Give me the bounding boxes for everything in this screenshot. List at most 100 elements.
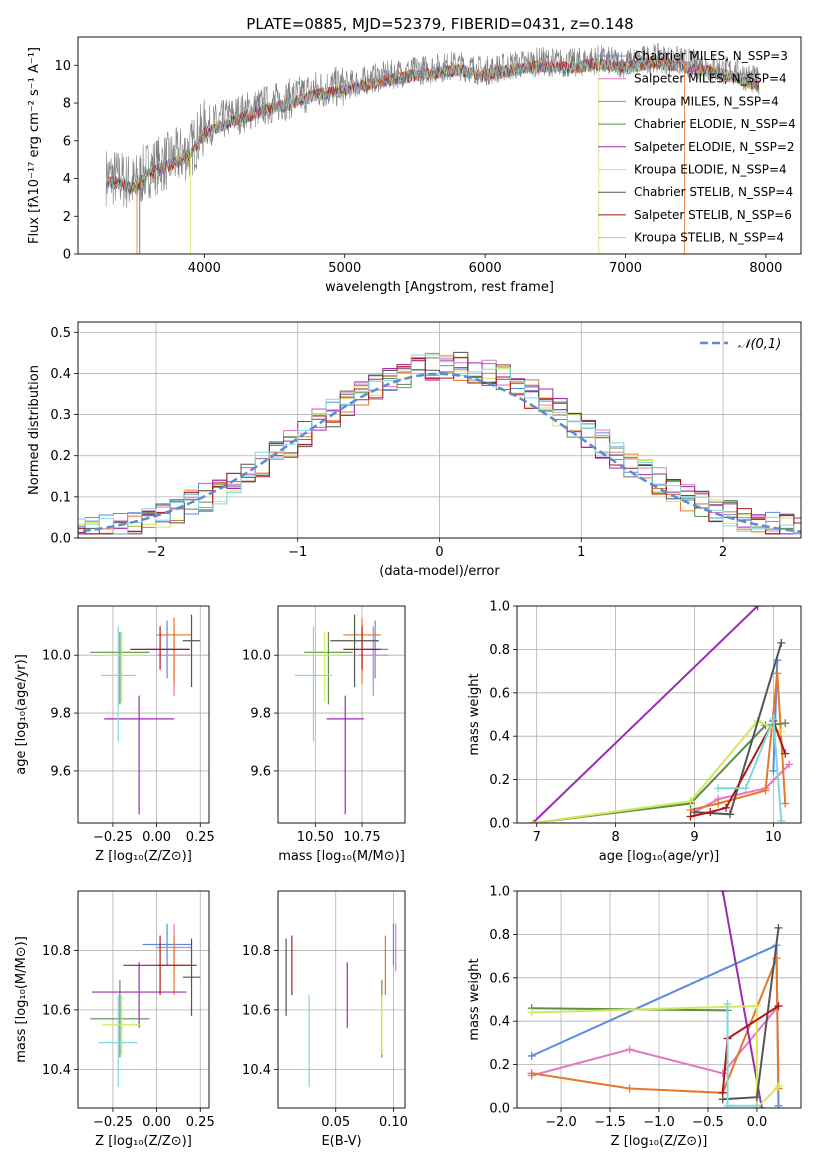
- axes-weight_vs_Z: −2.0 −1.5 −1.0 −0.5 0.0 0.0 0.2 0.4 0.6 0.8 1.0 Z […: [467, 885, 802, 1149]
- x-tick-label: 0.05: [321, 1115, 350, 1130]
- weight-marker-kroupa_stelib: [714, 784, 723, 793]
- axes-age_vs_Z: −0.25 0.00 0.25 9.6 9.8 10.0 Z [log₁₀(Z/Z⊙)] ag…: [14, 605, 215, 864]
- weight-marker-kroupa_stelib: [777, 816, 786, 823]
- legend-label-kroupa_stelib: Kroupa STELIB, N_SSP=4: [634, 231, 784, 245]
- weight-marker-kroupa_stelib: [723, 1101, 732, 1108]
- weight-marker-kroupa_miles: [773, 669, 782, 678]
- x-tick-label: 0.25: [186, 830, 215, 845]
- weight-line-chabrier_elodie: [532, 722, 786, 823]
- weight-marker-chabrier_miles: [774, 1101, 783, 1108]
- y-tick-label: 0: [63, 248, 71, 263]
- x-axis-label: wavelength [Angstrom, rest frame]: [325, 280, 554, 295]
- weight-marker-chabrier_elodie: [781, 719, 790, 728]
- legend-label-normal: 𝒩(0,1): [738, 337, 781, 352]
- weight-line-kroupa_elodie: [531, 1004, 780, 1108]
- weight-line-salpeter_miles: [531, 1005, 780, 1077]
- x-tick-label: 10.50: [297, 830, 334, 845]
- x-tick-label: −0.5: [692, 1115, 724, 1130]
- ticks-age_vs_Z: −0.25 0.00 0.25 9.6 9.8 10.0: [42, 649, 215, 845]
- x-tick-label: 7000: [609, 261, 642, 276]
- weight-marker-chabrier_stelib: [777, 638, 786, 647]
- x-tick-label: 2: [719, 545, 727, 560]
- axes-residuals: −2 −1 0 1 2 0.0 0.1 0.2 0.3 0.4 0.5 (data-model)/er…: [27, 321, 802, 579]
- model-spectrum-kroupa_stelib: [105, 56, 760, 193]
- axes-frame: [277, 605, 406, 824]
- y-tick-label: 10.0: [242, 649, 271, 664]
- axes-frame: [77, 890, 210, 1109]
- grid-age_vs_mass: [278, 606, 405, 823]
- x-tick-label: −1: [288, 545, 307, 560]
- weight-marker-kroupa_stelib: [752, 1101, 761, 1108]
- y-tick-label: 10.8: [242, 944, 271, 959]
- x-axis-label: mass [log₁₀(M/M⊙)]: [278, 849, 405, 864]
- ticks-mass_vs_Z: −0.25 0.00 0.25 10.4 10.6 10.8: [42, 944, 215, 1130]
- plot-mass_vs_Z: [90, 923, 201, 1088]
- legend-label-kroupa_elodie: Kroupa ELODIE, N_SSP=4: [634, 163, 787, 177]
- x-tick-label: −2.0: [545, 1115, 577, 1130]
- y-tick-label: 0.0: [50, 532, 71, 547]
- y-tick-label: 10.8: [42, 944, 71, 959]
- x-axis-label: Z [log₁₀(Z/Z⊙)]: [611, 1134, 708, 1149]
- normal-curve: [78, 372, 801, 533]
- weight-marker-salpeter_elodie: [718, 891, 727, 895]
- y-axis-label: Normed distribution: [27, 365, 42, 495]
- y-tick-label: 1.0: [489, 600, 510, 615]
- weight-marker-kroupa_miles: [625, 1084, 634, 1093]
- weight-marker-kroupa_miles: [781, 799, 790, 808]
- weight-marker-chabrier_stelib: [726, 810, 734, 819]
- y-tick-label: 0.0: [489, 1102, 510, 1117]
- legend-label-chabrier_miles: Chabrier MILES, N_SSP=3: [634, 49, 788, 63]
- plot-spectrum: [105, 42, 760, 254]
- x-axis-label: Z [log₁₀(Z/Z⊙)]: [95, 1134, 192, 1149]
- weight-marker-kroupa_elodie: [686, 797, 695, 806]
- y-tick-label: 9.8: [50, 707, 71, 722]
- weight-marker-kroupa_stelib: [769, 714, 778, 723]
- y-axis-label: age [log₁₀(age/yr)]: [14, 654, 29, 775]
- y-tick-label: 4: [63, 172, 71, 187]
- y-tick-label: 10.6: [42, 1003, 71, 1018]
- y-axis-label: mass weight: [467, 958, 482, 1040]
- plot-weight_vs_age: [528, 606, 794, 823]
- y-tick-label: 0.1: [50, 490, 71, 505]
- x-tick-label: 9: [690, 830, 698, 845]
- y-tick-label: 0.0: [489, 817, 510, 832]
- y-tick-label: 0.6: [489, 971, 510, 986]
- x-tick-label: −0.25: [93, 1115, 133, 1130]
- axes-mass_vs_ebv: 0.05 0.10 10.4 10.6 10.8 E(B-V): [242, 890, 408, 1149]
- y-tick-label: 0.8: [489, 928, 510, 943]
- grid-weight_vs_Z: [517, 890, 801, 1109]
- axes-frame: [516, 890, 802, 1109]
- weight-line-kroupa_miles: [531, 957, 780, 1094]
- axes-frame: [77, 321, 802, 539]
- weight-marker-salpeter_stelib: [718, 1088, 727, 1097]
- weight-marker-salpeter_stelib: [722, 803, 731, 812]
- x-tick-label: 0: [435, 545, 443, 560]
- y-axis-label: mass [log₁₀(M/M⊙)]: [14, 936, 29, 1063]
- x-tick-label: −1.0: [643, 1115, 675, 1130]
- y-tick-label: 0.4: [489, 730, 510, 745]
- plot-mass_vs_ebv: [285, 923, 397, 1088]
- y-tick-label: 0.2: [50, 449, 71, 464]
- x-axis-label: Z [log₁₀(Z/Z⊙)]: [95, 849, 192, 864]
- axes-frame: [277, 890, 406, 1109]
- legend-label-kroupa_miles: Kroupa MILES, N_SSP=4: [634, 94, 779, 108]
- x-tick-label: 8000: [749, 261, 782, 276]
- x-tick-label: 10: [765, 830, 782, 845]
- x-tick-label: −1.5: [594, 1115, 626, 1130]
- weight-marker-kroupa_elodie: [752, 1002, 761, 1011]
- ticks-mass_vs_ebv: 0.05 0.10 10.4 10.6 10.8: [242, 944, 408, 1130]
- legend-label-salpeter_miles: Salpeter MILES, N_SSP=4: [634, 72, 787, 86]
- weight-marker-kroupa_stelib: [723, 999, 732, 1008]
- x-tick-label: 0.25: [186, 1115, 215, 1130]
- grid-age_vs_Z: [78, 606, 209, 823]
- weight-line-salpeter_elodie: [721, 891, 763, 1108]
- y-tick-label: 6: [63, 134, 71, 149]
- plot-weight_vs_Z: [527, 891, 783, 1108]
- x-axis-label: (data-model)/error: [379, 564, 500, 579]
- axes-age_vs_mass: 10.50 10.75 9.6 9.8 10.0 mass [log₁₀(M/M⊙)]: [242, 605, 406, 864]
- x-tick-label: 10.75: [343, 830, 380, 845]
- y-tick-label: 9.6: [250, 764, 271, 779]
- histogram-kroupa_stelib: [78, 354, 801, 535]
- x-tick-label: −2: [146, 545, 165, 560]
